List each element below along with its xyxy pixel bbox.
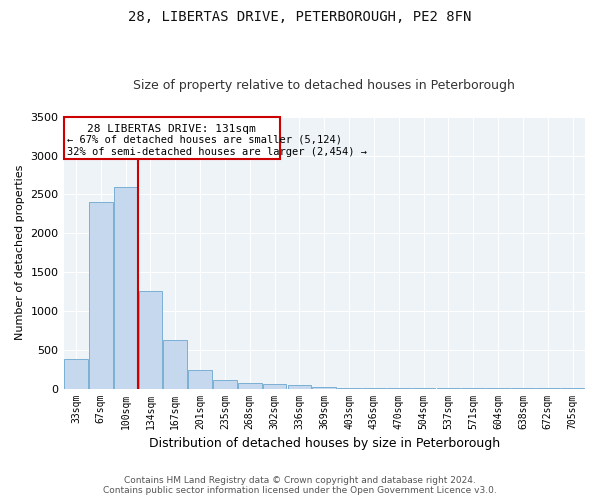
Text: ← 67% of detached houses are smaller (5,124): ← 67% of detached houses are smaller (5,… [67, 134, 342, 144]
Text: 28, LIBERTAS DRIVE, PETERBOROUGH, PE2 8FN: 28, LIBERTAS DRIVE, PETERBOROUGH, PE2 8F… [128, 10, 472, 24]
Bar [114, 186, 137, 388]
Bar [89, 202, 113, 388]
Bar [287, 386, 311, 388]
Text: 28 LIBERTAS DRIVE: 131sqm: 28 LIBERTAS DRIVE: 131sqm [87, 124, 256, 134]
Text: Contains HM Land Registry data © Crown copyright and database right 2024.
Contai: Contains HM Land Registry data © Crown c… [103, 476, 497, 495]
Bar [263, 384, 286, 388]
Bar [64, 117, 280, 158]
Bar [188, 370, 212, 388]
Bar [238, 383, 262, 388]
Bar [213, 380, 237, 388]
X-axis label: Distribution of detached houses by size in Peterborough: Distribution of detached houses by size … [149, 437, 500, 450]
Bar [313, 387, 336, 388]
Bar [64, 360, 88, 388]
Y-axis label: Number of detached properties: Number of detached properties [15, 165, 25, 340]
Text: 32% of semi-detached houses are larger (2,454) →: 32% of semi-detached houses are larger (… [67, 148, 367, 158]
Bar [163, 340, 187, 388]
Title: Size of property relative to detached houses in Peterborough: Size of property relative to detached ho… [133, 79, 515, 92]
Bar [139, 292, 162, 388]
